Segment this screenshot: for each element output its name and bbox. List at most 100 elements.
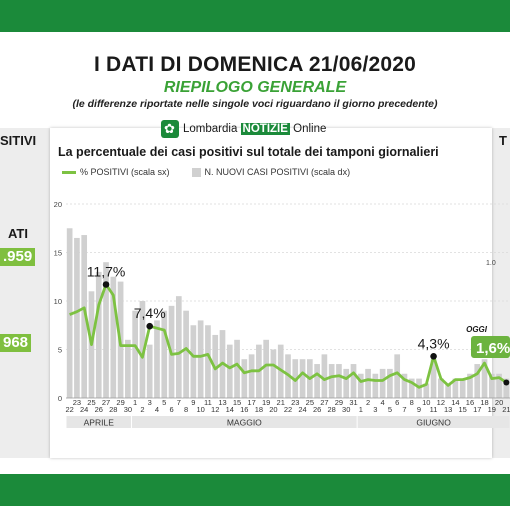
bar bbox=[103, 262, 109, 398]
left-panel-label-dati: ATI bbox=[8, 226, 28, 241]
bar bbox=[496, 373, 502, 398]
x-tick-label: 6 bbox=[395, 398, 399, 407]
x-tick-label: 21 bbox=[277, 398, 285, 407]
bar bbox=[445, 383, 451, 398]
legend-line-swatch bbox=[62, 170, 76, 174]
y-tick-label: 5 bbox=[58, 346, 62, 355]
x-tick-label: 6 bbox=[169, 405, 173, 414]
bar bbox=[350, 364, 357, 398]
bar bbox=[132, 310, 138, 398]
bar bbox=[394, 354, 401, 398]
left-panel-label-positivi: SITIVI bbox=[0, 133, 37, 148]
annotation-label: 4,3% bbox=[418, 335, 450, 351]
bar bbox=[328, 364, 335, 398]
chart-card bbox=[50, 128, 492, 458]
legend-item-bars: N. NUOVI CASI POSITIVI (scala dx) bbox=[204, 167, 351, 177]
x-tick-label: 15 bbox=[233, 398, 241, 407]
left-panel-number-1: .959 bbox=[0, 248, 36, 266]
bar bbox=[154, 320, 160, 398]
y-tick-label: 0 bbox=[58, 394, 62, 403]
x-tick-label: 30 bbox=[342, 405, 350, 414]
x-tick-label: 10 bbox=[422, 398, 430, 407]
bar bbox=[488, 373, 495, 398]
x-tick-label: 27 bbox=[320, 398, 328, 407]
lombardia-rose-icon: ✿ bbox=[161, 120, 179, 138]
bar bbox=[241, 359, 248, 398]
bar bbox=[161, 310, 168, 398]
bar bbox=[183, 310, 189, 398]
month-label: GIUGNO bbox=[416, 418, 451, 428]
legend-item-line: % POSITIVI (scala sx) bbox=[80, 167, 170, 177]
bar bbox=[81, 235, 88, 398]
page-note: (le differenze riportate nelle singole v… bbox=[72, 98, 438, 110]
x-tick-label: 30 bbox=[124, 405, 132, 414]
bar bbox=[343, 368, 350, 398]
x-tick-label: 23 bbox=[73, 398, 81, 407]
bar bbox=[336, 364, 342, 398]
annotation-dot bbox=[146, 322, 154, 330]
bar bbox=[430, 359, 437, 398]
x-tick-label: 21 bbox=[502, 405, 510, 414]
x-tick-label: 14 bbox=[226, 405, 234, 414]
bar bbox=[314, 364, 320, 398]
bar bbox=[467, 373, 473, 398]
bar bbox=[110, 276, 117, 398]
today-value: 1,6% bbox=[476, 340, 510, 357]
x-tick-label: 4 bbox=[155, 405, 159, 414]
x-tick-label: 7 bbox=[177, 398, 181, 407]
today-dot bbox=[503, 379, 510, 386]
x-tick-label: 5 bbox=[162, 398, 166, 407]
today-badge bbox=[471, 336, 510, 358]
x-tick-label: 1 bbox=[133, 398, 137, 407]
x-tick-label: 10 bbox=[196, 405, 204, 414]
legend-bar-swatch bbox=[191, 167, 201, 177]
month-band bbox=[357, 416, 510, 428]
x-tick-label: 28 bbox=[109, 405, 117, 414]
x-tick-label: 16 bbox=[240, 405, 248, 414]
x-tick-label: 13 bbox=[444, 405, 452, 414]
x-tick-label: 24 bbox=[298, 405, 306, 414]
x-tick-label: 12 bbox=[211, 405, 219, 414]
x-tick-label: 16 bbox=[466, 398, 474, 407]
x-tick-label: 31 bbox=[349, 398, 357, 407]
x-tick-label: 19 bbox=[262, 398, 270, 407]
logo-name: Lombardia bbox=[183, 123, 238, 135]
bar bbox=[299, 359, 306, 398]
y-tick-label: 20 bbox=[54, 200, 62, 209]
right-panel-label: T bbox=[499, 133, 507, 148]
bar bbox=[474, 364, 481, 398]
bar bbox=[357, 373, 364, 398]
bar bbox=[190, 325, 197, 398]
bar bbox=[503, 378, 510, 398]
x-tick-label: 22 bbox=[284, 405, 292, 414]
x-tick-label: 26 bbox=[313, 405, 321, 414]
bar bbox=[197, 320, 204, 398]
x-tick-label: 25 bbox=[306, 398, 314, 407]
chart-title: La percentuale dei casi positivi sul tot… bbox=[58, 145, 439, 159]
page-subtitle: RIEPILOGO GENERALE bbox=[163, 79, 347, 96]
bar bbox=[146, 344, 153, 398]
bar bbox=[408, 378, 415, 398]
bottom-band bbox=[0, 474, 510, 506]
logo-suffix: Online bbox=[293, 123, 327, 135]
bar bbox=[423, 383, 430, 398]
x-tick-label: 13 bbox=[218, 398, 226, 407]
x-tick-label: 4 bbox=[381, 398, 385, 407]
bar bbox=[321, 354, 328, 398]
bar bbox=[372, 373, 379, 398]
x-tick-label: 19 bbox=[488, 405, 496, 414]
x-tick-label: 27 bbox=[102, 398, 110, 407]
x-tick-label: 20 bbox=[495, 398, 503, 407]
top-band bbox=[0, 0, 510, 32]
bar bbox=[438, 378, 444, 398]
bar bbox=[459, 378, 466, 398]
x-tick-label: 14 bbox=[451, 398, 459, 407]
bar bbox=[365, 368, 371, 398]
x-tick-label: 25 bbox=[87, 398, 95, 407]
x-tick-label: 18 bbox=[255, 405, 263, 414]
bar bbox=[234, 339, 240, 398]
y-tick-label: 15 bbox=[54, 249, 62, 258]
bar bbox=[379, 368, 386, 398]
month-band bbox=[132, 416, 357, 428]
x-tick-label: 26 bbox=[95, 405, 103, 414]
